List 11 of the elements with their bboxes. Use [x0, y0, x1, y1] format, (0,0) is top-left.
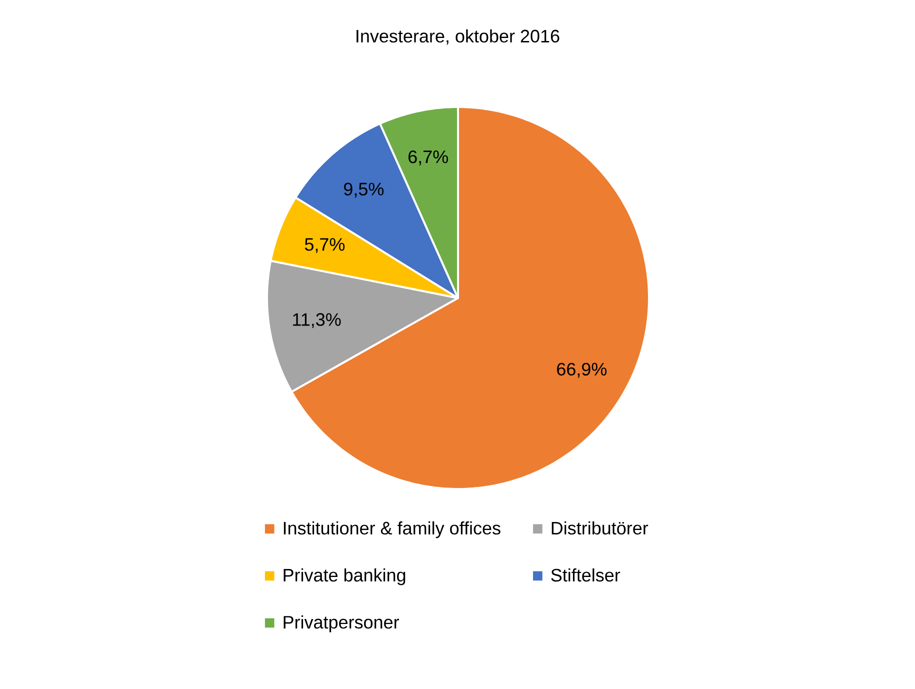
data-label: 9,5%: [344, 182, 384, 198]
data-label: 5,7%: [304, 238, 345, 253]
legend-label: Privatpersoner: [284, 615, 400, 632]
legend-label: Distributörer: [552, 521, 648, 535]
legend-label: Institutioner & family offices: [284, 521, 500, 538]
legend-label: Private banking: [284, 568, 406, 586]
data-label: 66,9%: [557, 362, 607, 378]
data-label: 11,3%: [293, 313, 341, 328]
legend-label: Stiftelser: [551, 568, 620, 582]
chart-title: Investerare, oktober 2016: [356, 29, 560, 45]
data-label: 6,7%: [408, 150, 448, 166]
